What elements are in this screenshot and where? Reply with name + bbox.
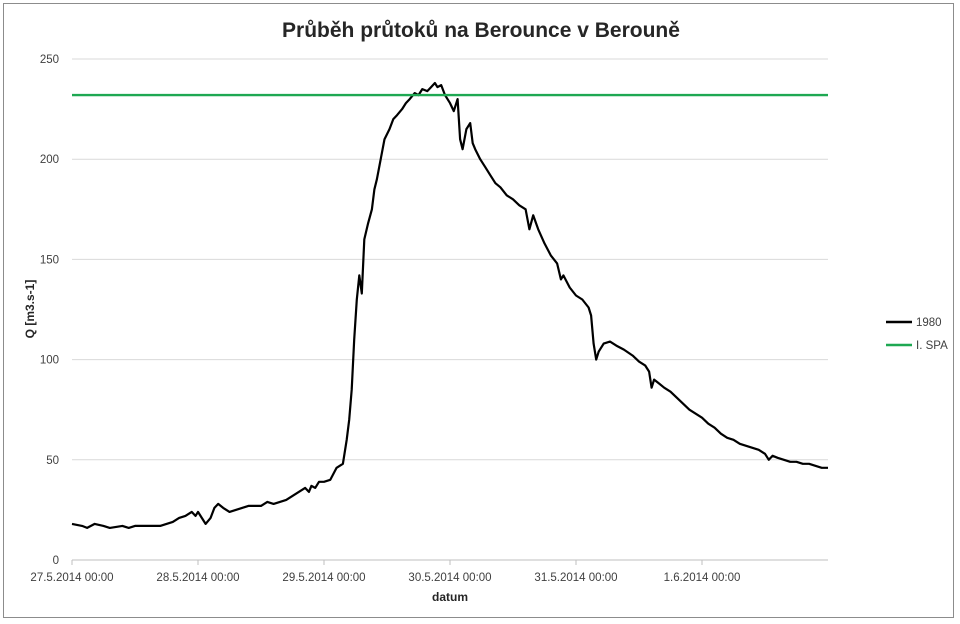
data-series [71,81,828,529]
y-tick-label: 250 [40,54,59,66]
y-tick-labels: 0 50 100 150 200 250 [40,54,59,567]
series-line-1980 [71,81,828,529]
chart-frame [3,3,954,618]
grid-lines [72,58,828,461]
x-tick-label: 1.6.2014 00:00 [664,572,741,584]
x-tick-label: 30.5.2014 00:00 [408,572,491,584]
x-tick-labels: 27.5.2014 00:00 28.5.2014 00:00 29.5.2014 … [30,560,740,584]
chart-title: Průběh průtoků na Berounce v Berouně [282,19,680,42]
x-tick-label: 27.5.2014 00:00 [30,572,113,584]
y-tick-label: 100 [40,355,59,367]
legend-label: I. SPA [916,340,948,352]
legend: 1980 I. SPA [886,317,948,352]
x-tick-label: 31.5.2014 00:00 [534,572,617,584]
y-tick-label: 200 [40,154,59,166]
x-tick-label: 28.5.2014 00:00 [156,572,239,584]
y-tick-label: 50 [46,455,59,467]
y-tick-label: 150 [40,254,59,266]
legend-label: 1980 [916,317,942,329]
y-axis-title: Q [m3.s-1] [23,280,37,339]
x-axis-title: datum [432,590,468,604]
y-tick-label: 0 [53,555,59,567]
x-tick-label: 29.5.2014 00:00 [282,572,365,584]
